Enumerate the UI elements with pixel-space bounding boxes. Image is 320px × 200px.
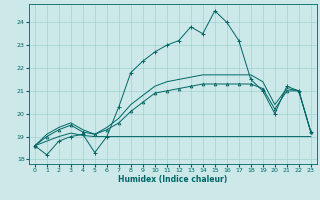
X-axis label: Humidex (Indice chaleur): Humidex (Indice chaleur) <box>118 175 228 184</box>
